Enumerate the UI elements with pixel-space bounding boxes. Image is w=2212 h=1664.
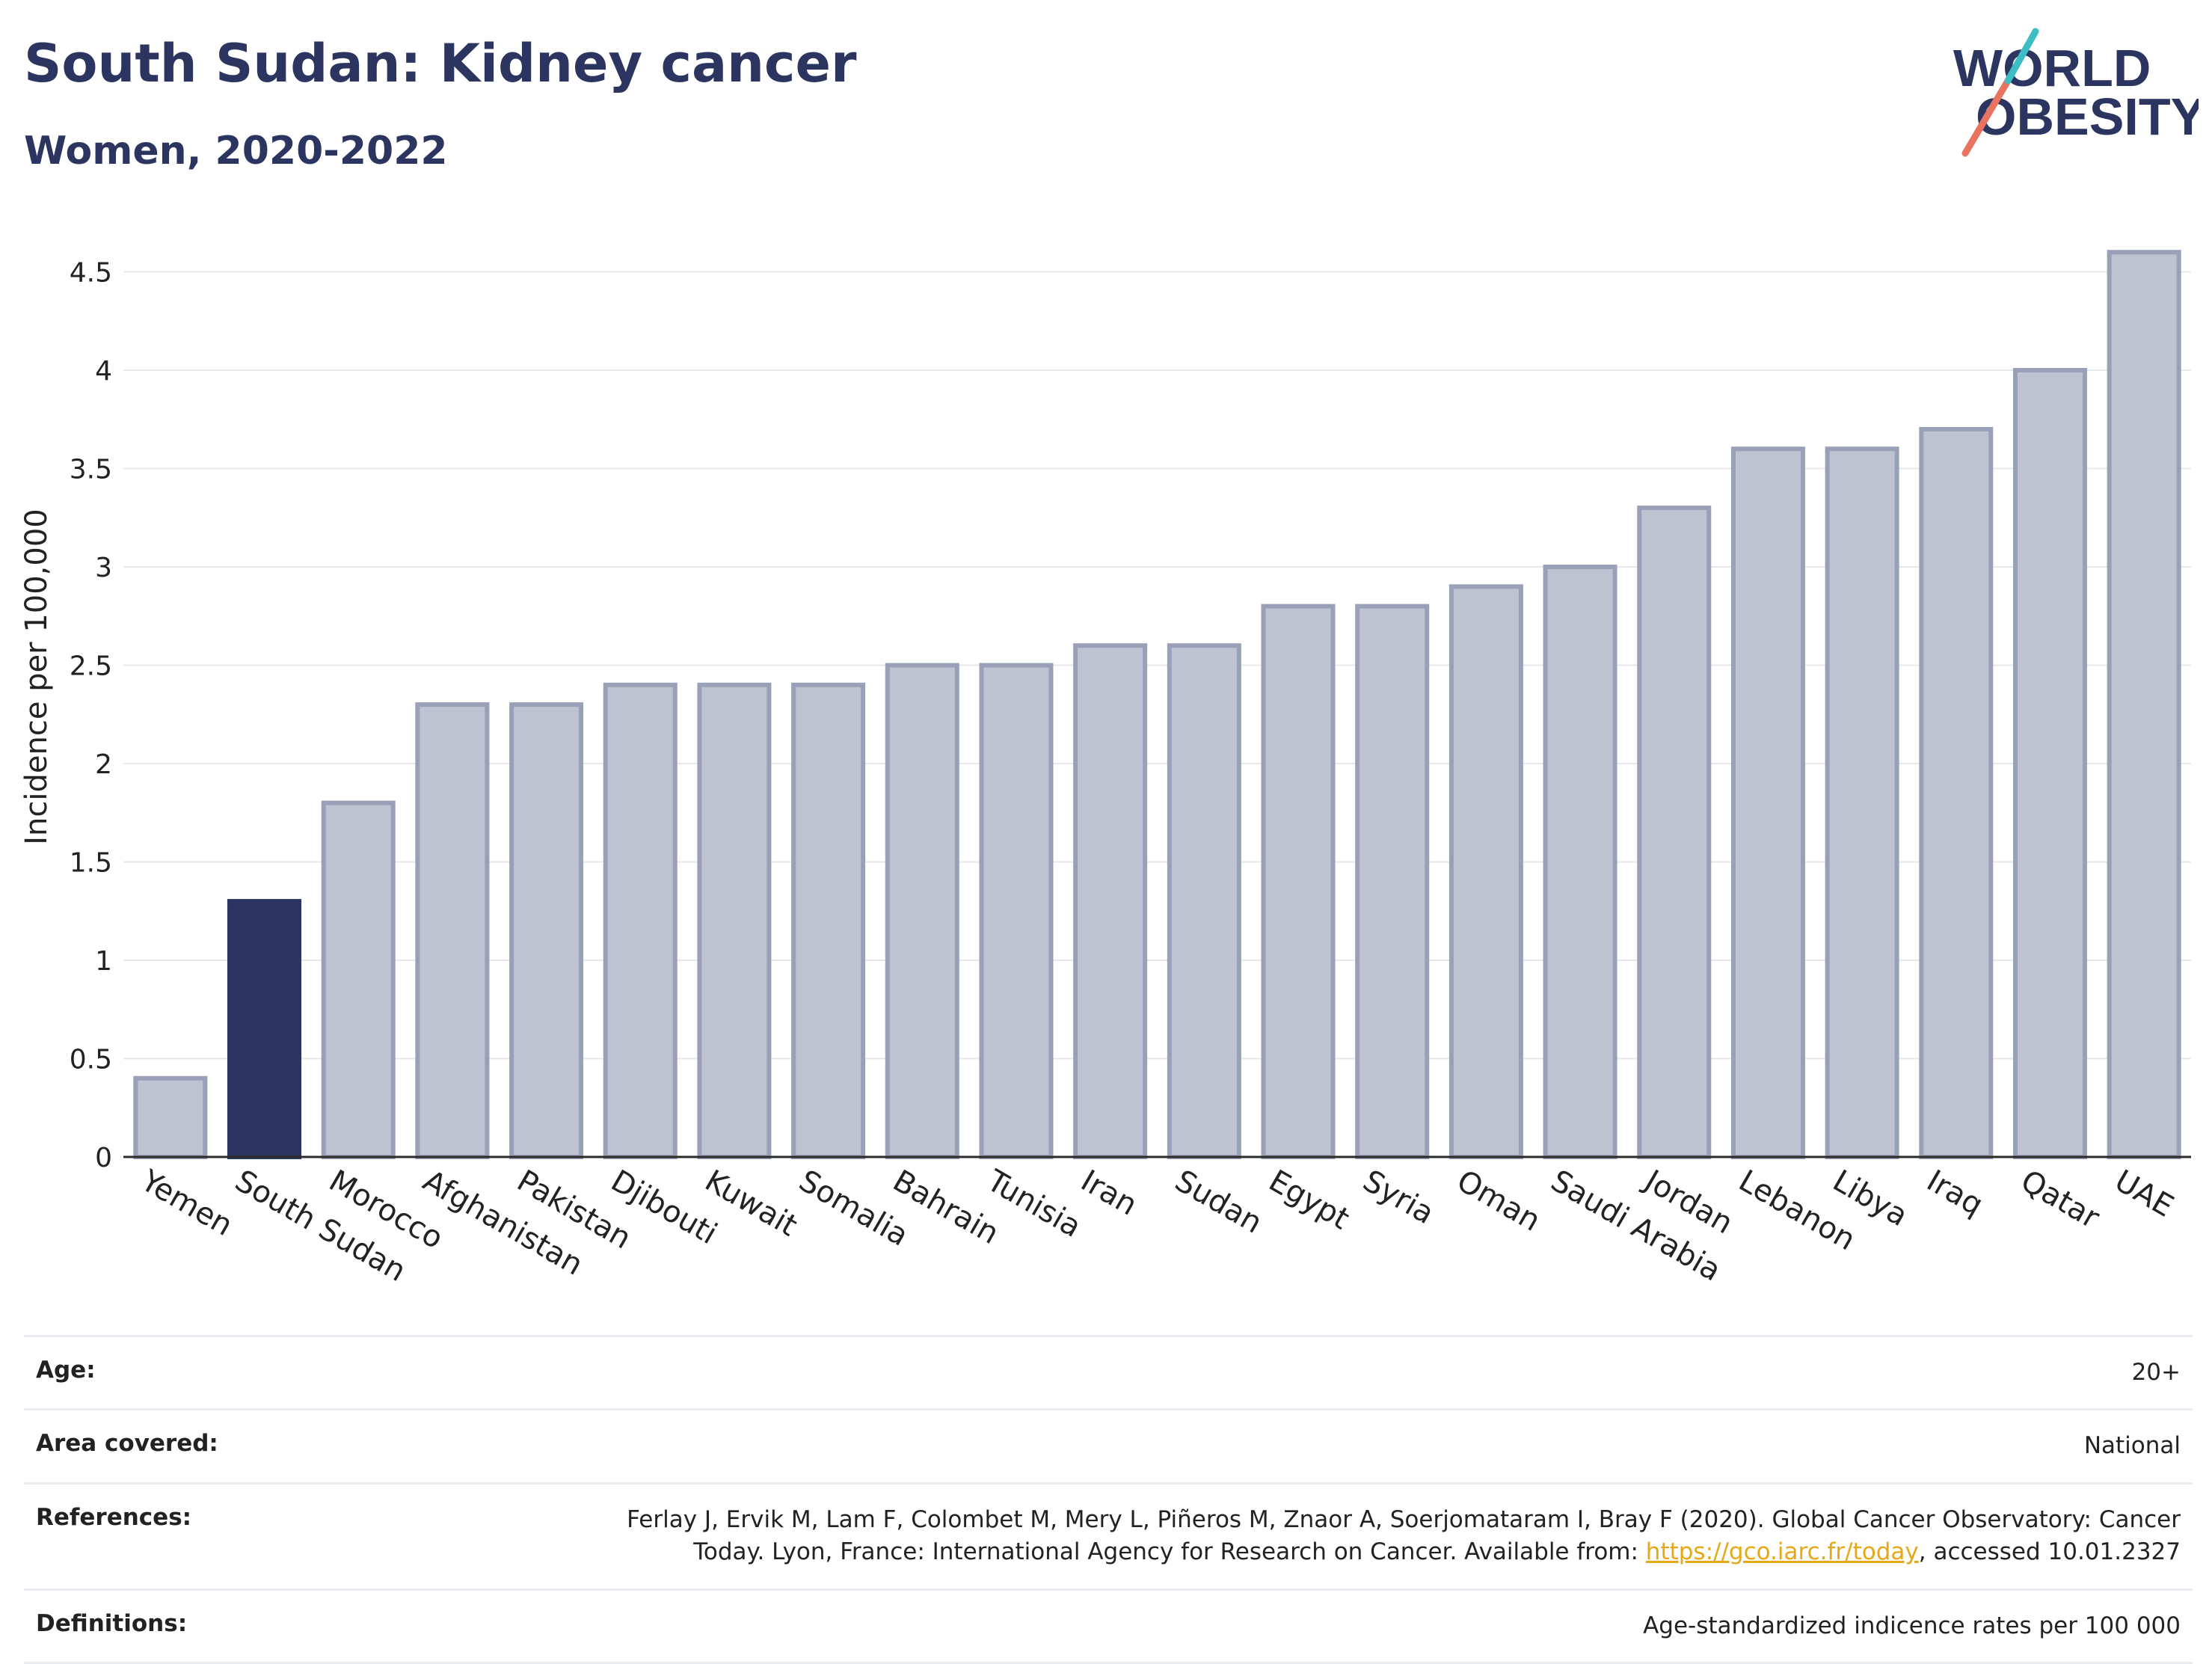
info-row-area: Area covered: National: [24, 1408, 2193, 1482]
y-tick-label: 1.5: [70, 848, 112, 879]
x-tick-label: Yemen: [135, 1163, 239, 1243]
bar-sudan: [1167, 643, 1241, 1159]
bar-bahrain: [885, 663, 959, 1159]
bar-saudi-arabia: [1543, 565, 1617, 1159]
references-text-before-link: Today. Lyon, France: International Agenc…: [693, 1538, 1646, 1566]
definitions-value: Age-standardized indicence rates per 100…: [1643, 1612, 2181, 1639]
references-text-line1: Ferlay J, Ervik M, Lam F, Colombet M, Me…: [627, 1505, 2181, 1533]
info-row-references: References: Ferlay J, Ervik M, Lam F, Co…: [24, 1482, 2193, 1588]
page-subtitle: Women, 2020-2022: [24, 129, 448, 174]
bar-qatar: [2012, 368, 2087, 1159]
logo-word-world: WORLD: [1953, 39, 2151, 97]
area-value: National: [2083, 1432, 2181, 1460]
info-row-age: Age: 20+: [24, 1335, 2193, 1408]
bar-uae: [2107, 250, 2181, 1160]
references-link[interactable]: https://gco.iarc.fr/today: [1645, 1538, 1919, 1566]
logo-word-obesity: OBESITY: [1976, 88, 2199, 146]
y-tick-label: 0: [95, 1143, 112, 1173]
references-value: Ferlay J, Ervik M, Lam F, Colombet M, Me…: [627, 1504, 2181, 1569]
x-tick-label: Oman: [1451, 1164, 1546, 1238]
bar-pakistan: [509, 702, 584, 1159]
bar-kuwait: [697, 682, 772, 1159]
y-tick-label: 1: [95, 946, 112, 977]
age-value: 20+: [2131, 1359, 2181, 1386]
x-tick-label: UAE: [2109, 1164, 2179, 1224]
bar-yemen: [133, 1075, 208, 1160]
y-tick-label: 4: [95, 356, 112, 387]
bar-morocco: [321, 800, 396, 1159]
x-tick-label: Qatar: [2015, 1164, 2105, 1235]
bar-iran: [1073, 643, 1148, 1159]
bar-south-sudan: [227, 899, 302, 1159]
definitions-label: Definitions:: [36, 1609, 188, 1637]
y-tick-label: 2: [95, 749, 112, 780]
area-label: Area covered:: [36, 1430, 218, 1458]
bar-iraq: [1919, 426, 1994, 1159]
bar-oman: [1448, 584, 1523, 1159]
bar-jordan: [1637, 506, 1712, 1159]
info-table: Age: 20+ Area covered: National Referenc…: [24, 1335, 2193, 1664]
page-title: South Sudan: Kidney cancer: [24, 33, 857, 94]
info-row-definitions: Definitions: Age-standardized indicence …: [24, 1588, 2193, 1664]
age-label: Age:: [36, 1357, 96, 1384]
logo-slash-coral: [1961, 77, 2012, 157]
bar-syria: [1355, 604, 1430, 1159]
y-tick-label: 3.5: [70, 455, 112, 485]
bar-lebanon: [1730, 446, 1805, 1159]
x-tick-label: Iraq: [1921, 1164, 1989, 1223]
bar-djibouti: [603, 682, 678, 1159]
bar-afghanistan: [415, 702, 490, 1159]
bars: [133, 250, 2181, 1160]
y-tick-label: 0.5: [70, 1045, 112, 1075]
y-tick-label: 2.5: [70, 651, 112, 682]
world-obesity-logo: WORLD OBESITY: [1953, 28, 2199, 157]
references-label: References:: [36, 1503, 192, 1531]
x-tick-label: Syria: [1357, 1164, 1440, 1231]
x-tick-label: Egypt: [1263, 1164, 1355, 1237]
references-text-after-link: , accessed 10.01.2327: [1918, 1538, 2181, 1566]
y-axis-title: Incidence per 100,000: [19, 509, 54, 845]
bar-tunisia: [979, 663, 1054, 1159]
bar-libya: [1825, 446, 1899, 1159]
bar-egypt: [1261, 604, 1336, 1159]
logo-slash-teal: [2004, 28, 2039, 85]
x-tick-label: Sudan: [1169, 1164, 1268, 1241]
bar-somalia: [791, 682, 866, 1159]
y-tick-label: 3: [95, 553, 112, 583]
y-tick-label: 4.5: [70, 258, 112, 289]
y-axis-ticks: 0 0.5 1 1.5 2 2.5 3 3.5 4 4.5: [70, 258, 112, 1174]
